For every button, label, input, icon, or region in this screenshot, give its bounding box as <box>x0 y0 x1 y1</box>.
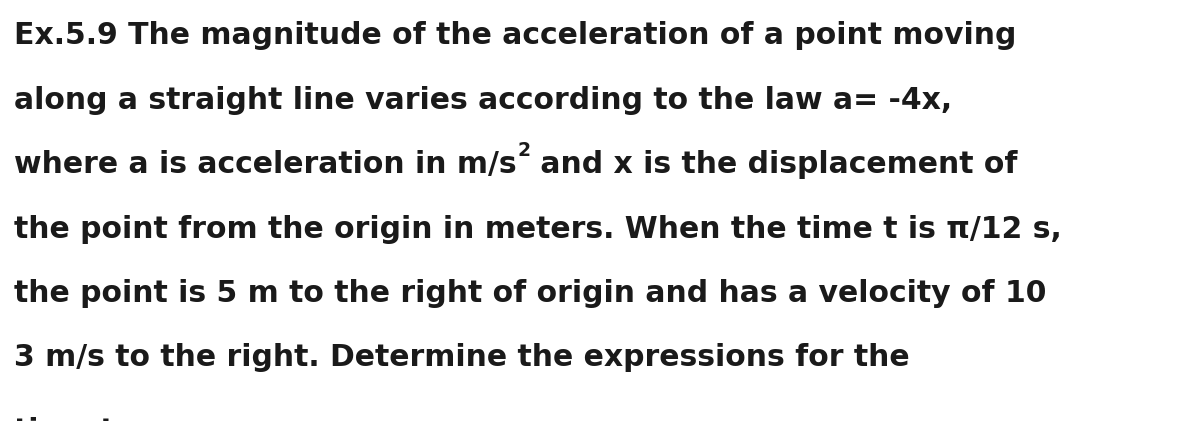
Text: time t.: time t. <box>14 416 126 421</box>
Text: the point from the origin in meters. When the time t is π/12 s,: the point from the origin in meters. Whe… <box>14 215 1062 244</box>
Text: and x is the displacement of: and x is the displacement of <box>530 150 1018 179</box>
Text: 2: 2 <box>517 141 530 160</box>
Text: where a is acceleration in m/s: where a is acceleration in m/s <box>14 150 517 179</box>
Text: 2: 2 <box>517 141 530 160</box>
Text: Ex.5.9 The magnitude of the acceleration of a point moving: Ex.5.9 The magnitude of the acceleration… <box>14 21 1016 50</box>
Text: 3 m/s to the right. Determine the expressions for the: 3 m/s to the right. Determine the expres… <box>14 343 910 372</box>
Text: along a straight line varies according to the law a= -4x,: along a straight line varies according t… <box>14 86 953 115</box>
Text: the point is 5 m to the right of origin and has a velocity of 10: the point is 5 m to the right of origin … <box>14 279 1046 308</box>
